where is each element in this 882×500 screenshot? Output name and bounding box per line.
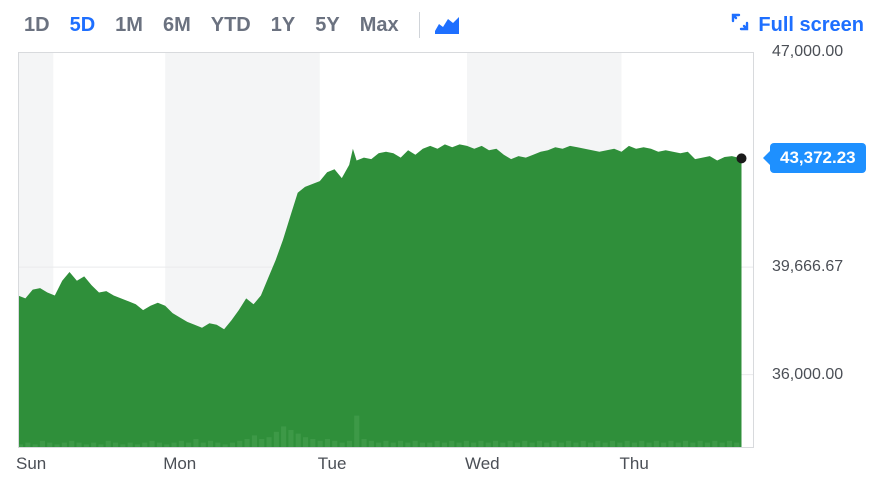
y-tick-label: 39,666.67 (772, 258, 843, 276)
time-range-group: 1D 5D 1M 6M YTD 1Y 5Y Max (18, 12, 405, 39)
range-1m[interactable]: 1M (109, 12, 149, 39)
chart-type-icon[interactable] (430, 13, 464, 37)
x-axis: Sun Mon Tue Wed Thu (18, 454, 754, 478)
chart-toolbar: 1D 5D 1M 6M YTD 1Y 5Y Max Full screen (0, 0, 882, 52)
range-5d[interactable]: 5D (64, 12, 102, 39)
x-tick-label: Sun (16, 454, 46, 474)
fullscreen-label: Full screen (758, 14, 864, 37)
y-tick-label: 47,000.00 (772, 43, 843, 61)
range-1d[interactable]: 1D (18, 12, 56, 39)
range-5y[interactable]: 5Y (309, 12, 345, 39)
x-tick-label: Wed (465, 454, 500, 474)
x-tick-label: Thu (620, 454, 649, 474)
toolbar-separator (419, 12, 420, 38)
chart-canvas (18, 52, 754, 448)
fullscreen-button[interactable]: Full screen (730, 12, 864, 38)
range-ytd[interactable]: YTD (205, 12, 257, 39)
range-max[interactable]: Max (354, 12, 405, 39)
range-6m[interactable]: 6M (157, 12, 197, 39)
range-1y[interactable]: 1Y (265, 12, 301, 39)
x-tick-label: Tue (318, 454, 347, 474)
y-tick-label: 36,000.00 (772, 366, 843, 384)
fullscreen-icon (730, 12, 750, 38)
price-chart[interactable]: 43,372.23 (18, 52, 754, 448)
x-tick-label: Mon (163, 454, 196, 474)
y-axis: 47,000.0039,666.6736,000.00 (772, 52, 882, 448)
